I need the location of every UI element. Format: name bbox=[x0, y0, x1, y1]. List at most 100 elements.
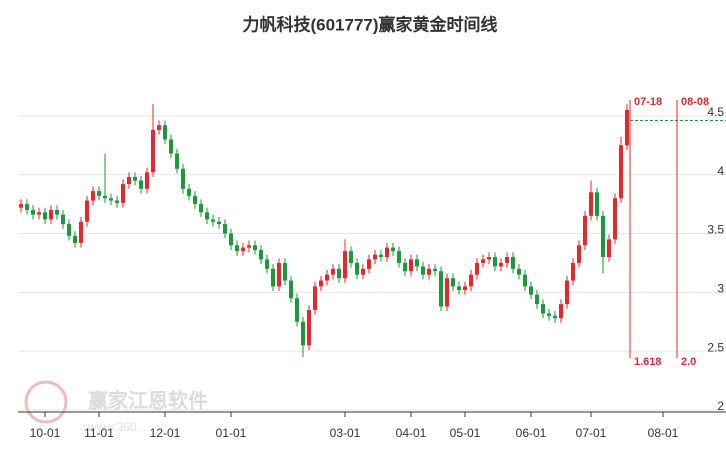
x-tick-label: 05-01 bbox=[450, 426, 481, 440]
candle-body bbox=[607, 239, 611, 258]
x-tick-label: 01-01 bbox=[216, 426, 247, 440]
time-line-date: 08-08 bbox=[681, 96, 709, 108]
candle-body bbox=[379, 254, 383, 258]
candle-body bbox=[403, 262, 407, 272]
candle-body bbox=[139, 180, 143, 189]
watermark-text: 赢家江恩软件 bbox=[88, 388, 208, 412]
candle-body bbox=[547, 313, 551, 316]
candle-body bbox=[127, 177, 131, 185]
candle-body bbox=[613, 198, 617, 240]
candle-body bbox=[343, 251, 347, 279]
candle-body bbox=[565, 280, 569, 305]
candle-body bbox=[385, 247, 389, 258]
candle-body bbox=[415, 259, 419, 267]
candle-body bbox=[571, 262, 575, 281]
candle-body bbox=[295, 298, 299, 322]
candle-body bbox=[541, 304, 545, 314]
candle-body bbox=[181, 168, 185, 189]
candle-body bbox=[235, 245, 239, 252]
candle-body bbox=[367, 259, 371, 269]
candle-body bbox=[589, 192, 593, 216]
time-line-ratio: 2.0 bbox=[681, 356, 696, 368]
candle-body bbox=[535, 294, 539, 305]
candle-body bbox=[625, 109, 629, 146]
candle-body bbox=[229, 233, 233, 246]
candle-body bbox=[115, 200, 119, 203]
candle-body bbox=[97, 191, 101, 196]
candle-body bbox=[619, 145, 623, 199]
chart-title: 力帆科技(601777)赢家黄金时间线 bbox=[242, 14, 497, 34]
candle-body bbox=[517, 268, 521, 275]
candle-body bbox=[253, 245, 257, 250]
candle-body bbox=[523, 274, 527, 287]
candle-body bbox=[25, 204, 29, 210]
candle-body bbox=[193, 195, 197, 205]
candle-body bbox=[373, 254, 377, 260]
x-tick-label: 06-01 bbox=[516, 426, 547, 440]
candle-body bbox=[439, 271, 443, 307]
candle-body bbox=[601, 215, 605, 258]
candle-body bbox=[583, 215, 587, 246]
candle-body bbox=[265, 259, 269, 269]
candle-body bbox=[409, 259, 413, 272]
candle-body bbox=[49, 209, 53, 220]
y-tick-label: 3.5 bbox=[707, 223, 724, 237]
candle-body bbox=[133, 177, 137, 181]
candle-body bbox=[361, 268, 365, 275]
candle-body bbox=[187, 188, 191, 196]
candle-body bbox=[79, 221, 83, 243]
candle-body bbox=[577, 245, 581, 263]
candle-body bbox=[289, 280, 293, 299]
candle-body bbox=[169, 139, 173, 154]
candle-body bbox=[73, 235, 77, 243]
x-tick-label: 03-01 bbox=[330, 426, 361, 440]
x-tick-label: 11-01 bbox=[84, 426, 114, 440]
x-tick-label: 04-01 bbox=[396, 426, 427, 440]
candle-body bbox=[271, 268, 275, 287]
candle-body bbox=[463, 286, 467, 290]
candle-body bbox=[205, 212, 209, 220]
watermark: 赢家江恩软件 www.360... bbox=[24, 380, 208, 434]
candle-body bbox=[157, 125, 161, 130]
candle-body bbox=[31, 209, 35, 215]
time-line-date: 07-18 bbox=[634, 96, 662, 108]
candle-body bbox=[43, 212, 47, 220]
candle-body bbox=[499, 262, 503, 267]
candle-body bbox=[391, 247, 395, 252]
x-tick-label: 08-01 bbox=[648, 426, 679, 440]
y-tick-label: 2 bbox=[717, 399, 724, 413]
candle-body bbox=[259, 249, 263, 260]
x-tick-label: 10-01 bbox=[30, 426, 61, 440]
candle-body bbox=[595, 192, 599, 216]
candle-body bbox=[457, 286, 461, 290]
candle-body bbox=[67, 224, 71, 236]
candle-body bbox=[19, 204, 23, 208]
candle-body bbox=[469, 274, 473, 287]
candle-body bbox=[319, 280, 323, 287]
candle-body bbox=[301, 321, 305, 346]
x-tick-label: 07-01 bbox=[576, 426, 607, 440]
candle-body bbox=[349, 251, 353, 263]
watermark-logo bbox=[24, 380, 68, 424]
candle-body bbox=[85, 200, 89, 222]
candle-body bbox=[121, 184, 125, 203]
candle-body bbox=[331, 268, 335, 275]
candle-body bbox=[211, 219, 215, 222]
candle-body bbox=[493, 257, 497, 267]
candle-body bbox=[37, 212, 41, 215]
y-tick-label: 4.5 bbox=[707, 105, 724, 119]
candle-body bbox=[223, 224, 227, 234]
candle-body bbox=[325, 274, 329, 281]
candle-body bbox=[475, 262, 479, 275]
candle-body bbox=[277, 262, 281, 287]
candle-body bbox=[175, 153, 179, 169]
candle-body bbox=[217, 221, 221, 225]
candle-body bbox=[451, 278, 455, 287]
candle-body bbox=[445, 278, 449, 307]
candle-body bbox=[421, 266, 425, 275]
candle-body bbox=[55, 209, 59, 215]
y-tick-label: 4 bbox=[717, 164, 724, 178]
candle-body bbox=[355, 262, 359, 275]
candle-body bbox=[91, 191, 95, 201]
candle-body bbox=[283, 262, 287, 281]
